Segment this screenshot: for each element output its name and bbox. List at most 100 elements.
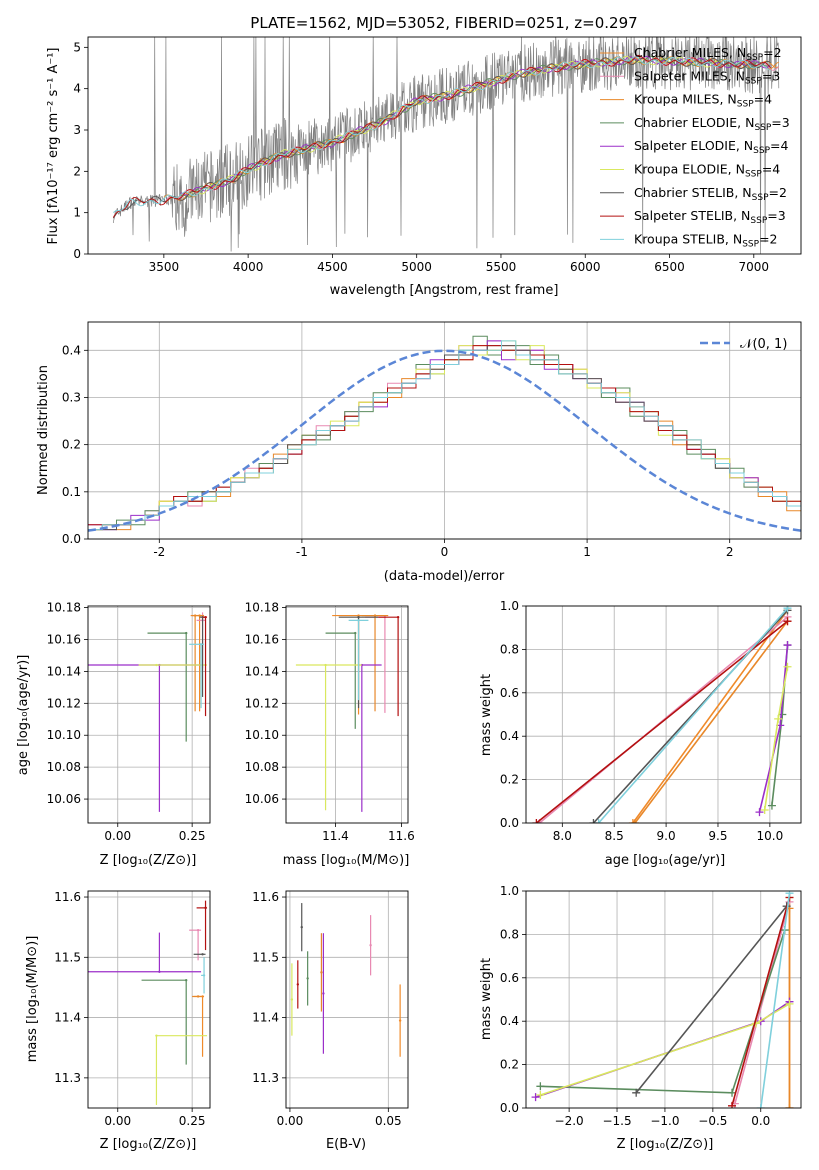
residual-histogram-panel: (data-model)/error Normed distribution -… (36, 321, 802, 584)
weight-marker (594, 819, 603, 823)
data-point (193, 614, 197, 617)
y-tick-label: 11.3 (252, 1071, 279, 1085)
x-tick-label: 0.00 (277, 1114, 304, 1128)
massZ-ylabel: mass [log₁₀(M/M⊙)] (25, 936, 40, 1063)
p-massZ-plot-area (88, 900, 208, 1105)
legend-entry: Chabrier STELIB, NSSP=2 (634, 185, 787, 203)
y-tick-label: 0.0 (500, 1101, 519, 1115)
weight-marker (532, 819, 541, 823)
y-tick-label: 0 (73, 247, 81, 261)
x-tick-label: −1.5 (602, 1114, 631, 1128)
x-tick-label: 6000 (570, 260, 601, 274)
legend-entry: Kroupa MILES, NSSP=4 (634, 92, 772, 110)
y-tick-label: 3 (73, 123, 81, 137)
data-point (184, 979, 188, 982)
data-point (396, 615, 400, 619)
hist-xlabel: (data-model)/error (384, 569, 505, 584)
y-tick-label: 10.10 (245, 728, 279, 742)
x-tick-label: -1 (296, 545, 308, 559)
x-tick-label: −2.0 (555, 1114, 584, 1128)
data-point (204, 906, 207, 910)
x-tick-label: 4000 (233, 260, 264, 274)
y-tick-label: 10.14 (245, 664, 279, 678)
weight-line-8 (731, 897, 791, 1107)
ageZ-xlabel: Z [log₁₀(Z/Z⊙)] (100, 853, 197, 868)
y-tick-label: 11.5 (54, 950, 81, 964)
axes-frame (87, 321, 802, 540)
mwZ-xlabel: Z [log₁₀(Z/Z⊙)] (617, 1137, 714, 1152)
weight-marker (536, 1082, 545, 1091)
weight-line-9 (597, 607, 789, 823)
y-tick-label: 1.0 (500, 884, 519, 898)
y-tick-label: 0.0 (62, 532, 81, 546)
legend-entry: Kroupa ELODIE, NSSP=4 (634, 162, 780, 180)
data-point (201, 995, 204, 998)
massE-xlabel: E(B-V) (326, 1137, 366, 1152)
p-massE-plot-area (290, 903, 402, 1057)
histogram-plot-area (88, 335, 801, 532)
y-tick-label: 2 (73, 164, 81, 178)
y-tick-label: 10.18 (245, 601, 279, 615)
y-tick-label: 4 (73, 82, 81, 96)
figure-title: PLATE=1562, MJD=53052, FIBERID=0251, z=0… (250, 14, 637, 32)
axes-frame (285, 605, 409, 824)
y-tick-label: 10.08 (47, 760, 81, 774)
y-tick-label: 0.0 (500, 816, 519, 830)
y-tick-label: 10.06 (47, 792, 81, 806)
weight-marker (728, 1088, 737, 1097)
axes-frame (285, 890, 409, 1109)
weight-marker (755, 808, 764, 817)
x-tick-label: 0.05 (375, 1114, 402, 1128)
mwAge-ylabel: mass weight (479, 674, 494, 756)
legend-entry: Salpeter ELODIE, NSSP=4 (634, 138, 789, 156)
x-tick-label: 8.0 (553, 829, 572, 843)
x-tick-label: 2 (726, 545, 734, 559)
residual-histogram-4 (88, 335, 801, 531)
massweight-vs-age-panel: age [log₁₀(age/yr)] mass weight 8.0 8.5 9.… (479, 599, 802, 868)
model-spectrum-5 (180, 55, 771, 196)
weight-marker (783, 662, 792, 671)
y-tick-label: 10.16 (47, 633, 81, 647)
weight-marker (783, 641, 792, 650)
spectrum-ylabel: Flux [fλ10⁻¹⁷ erg cm⁻² s⁻¹ A⁻¹] (46, 48, 61, 245)
weight-line-5 (535, 1001, 790, 1098)
residual-histogram-9 (88, 340, 801, 531)
model-spectrum-9 (112, 56, 771, 213)
x-tick-label: 0.00 (104, 1114, 131, 1128)
y-tick-label: 10.12 (47, 696, 81, 710)
y-tick-label: 10.14 (47, 664, 81, 678)
x-tick-label: 1 (583, 545, 591, 559)
data-point (201, 953, 204, 956)
hist-ylabel: Normed distribution (36, 365, 51, 495)
y-tick-label: 0.1 (62, 485, 81, 499)
x-tick-label: 6500 (654, 260, 685, 274)
y-tick-label: 0.8 (500, 927, 519, 941)
data-point (158, 970, 161, 973)
x-tick-label: −0.5 (698, 1114, 727, 1128)
data-point (373, 614, 377, 617)
legend-entry: Kroupa STELIB, NSSP=2 (634, 231, 778, 249)
y-tick-label: 0.6 (500, 971, 519, 985)
residual-histogram-3 (88, 345, 801, 531)
axes-frame (525, 890, 802, 1109)
legend-entry: Salpeter STELIB, NSSP=3 (634, 208, 786, 226)
data-point (324, 663, 327, 667)
x-tick-label: 5000 (401, 260, 432, 274)
y-tick-label: 1.0 (500, 599, 519, 613)
x-tick-label: 3500 (149, 260, 180, 274)
legend-entry: Chabrier ELODIE, NSSP=3 (634, 115, 790, 133)
y-tick-label: 11.3 (54, 1071, 81, 1085)
weight-marker (785, 891, 794, 898)
y-tick-label: 11.4 (54, 1011, 81, 1025)
p-ageZ-plot-area (88, 612, 208, 812)
data-point (202, 974, 206, 977)
weight-marker (785, 1104, 794, 1108)
weight-line-1 (632, 609, 789, 823)
data-point (155, 663, 158, 667)
data-point (357, 615, 360, 619)
y-tick-label: 0.8 (500, 642, 519, 656)
weight-line-7 (635, 905, 788, 1094)
y-tick-label: 11.4 (252, 1011, 279, 1025)
weight-marker (756, 1104, 765, 1108)
